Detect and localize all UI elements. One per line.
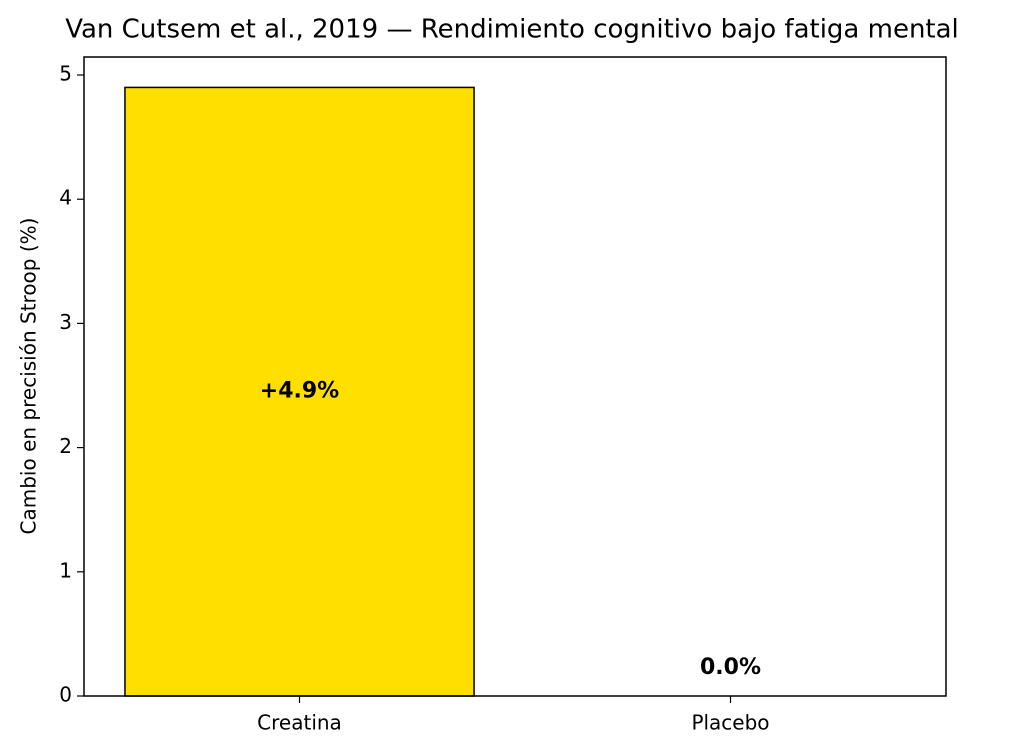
x-tick-label: Placebo [691,711,769,735]
chart-title: Van Cutsem et al., 2019 — Rendimiento co… [65,15,959,45]
y-tick-label: 5 [59,62,72,86]
plot-frame [83,56,947,697]
y-axis-label: Cambio en precisión Stroop (%) [17,218,41,535]
bar [124,86,475,697]
y-tick-label: 4 [59,186,72,210]
y-tick-label: 2 [59,434,72,458]
value-label: 0.0% [700,655,761,680]
value-label: +4.9% [260,379,339,404]
y-tick-label: 3 [59,310,72,334]
x-tick-label: Creatina [257,711,342,735]
y-tick-label: 1 [59,558,72,582]
y-tick-label: 0 [59,683,72,707]
